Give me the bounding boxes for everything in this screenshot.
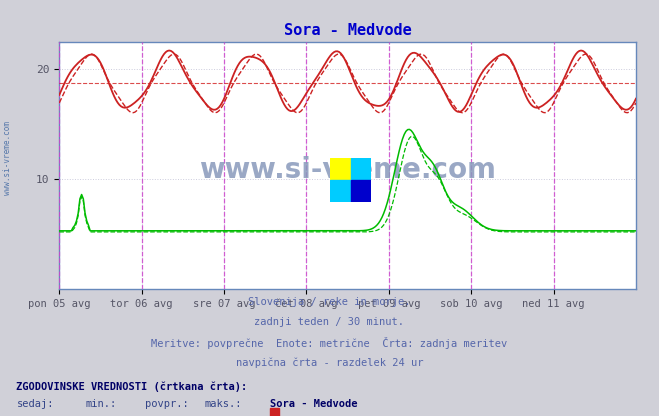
Text: Meritve: povprečne  Enote: metrične  Črta: zadnja meritev: Meritve: povprečne Enote: metrične Črta:… xyxy=(152,337,507,349)
Bar xyxy=(330,158,351,180)
Text: ZGODOVINSKE VREDNOSTI (črtkana črta):: ZGODOVINSKE VREDNOSTI (črtkana črta): xyxy=(16,381,248,392)
Text: Slovenija / reke in morje.: Slovenija / reke in morje. xyxy=(248,297,411,307)
Text: maks.:: maks.: xyxy=(204,399,242,409)
Text: www.si-vreme.com: www.si-vreme.com xyxy=(199,156,496,184)
Text: zadnji teden / 30 minut.: zadnji teden / 30 minut. xyxy=(254,317,405,327)
Text: Sora - Medvode: Sora - Medvode xyxy=(270,399,358,409)
Text: povpr.:: povpr.: xyxy=(145,399,188,409)
Text: min.:: min.: xyxy=(86,399,117,409)
Title: Sora - Medvode: Sora - Medvode xyxy=(284,22,411,38)
Bar xyxy=(351,180,370,203)
Bar xyxy=(351,158,370,180)
Text: sedaj:: sedaj: xyxy=(16,399,54,409)
Text: www.si-vreme.com: www.si-vreme.com xyxy=(3,121,13,195)
Bar xyxy=(330,180,351,203)
Text: navpična črta - razdelek 24 ur: navpična črta - razdelek 24 ur xyxy=(236,357,423,368)
